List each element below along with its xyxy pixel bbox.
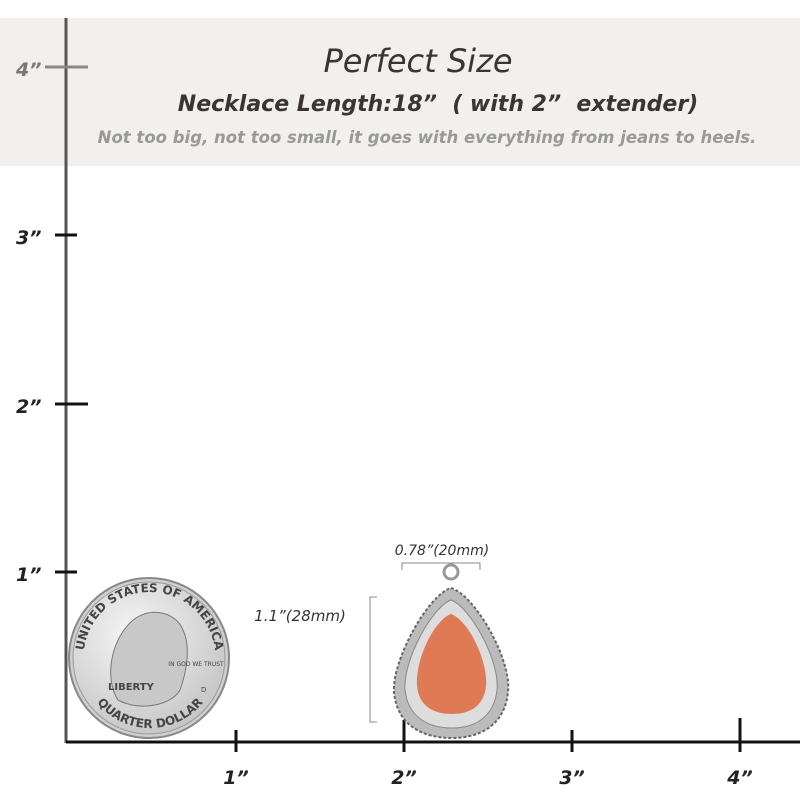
pendant-dimensions: 0.78”(20mm) 1.1”(28mm)	[254, 543, 489, 723]
tick-label: 2”	[16, 396, 41, 418]
title: Perfect Size	[323, 42, 512, 80]
tick-label: 2”	[391, 767, 416, 789]
height-label: 1.1”(28mm)	[254, 607, 346, 625]
coin-motto: IN GOD WE TRUST	[168, 661, 224, 668]
pendant	[392, 563, 510, 740]
tick-label: 1”	[223, 767, 248, 789]
tick-label: 4”	[15, 59, 41, 81]
coin: UNITED STATES OF AMERICA QUARTER DOLLAR …	[68, 577, 230, 739]
note: Not too big, not too small, it goes with…	[98, 128, 757, 147]
tick-label: 4”	[726, 767, 752, 789]
vertical-ticks: 4” 3” 2” 1”	[15, 59, 88, 586]
coin-liberty: LIBERTY	[108, 682, 155, 693]
height-bracket	[369, 596, 377, 723]
tick-label: 3”	[559, 767, 584, 789]
horizontal-ticks: 1” 2” 3” 4”	[223, 718, 753, 789]
header-band	[0, 18, 800, 166]
width-bracket	[401, 562, 481, 570]
tick-label: 1”	[16, 564, 41, 586]
tick-label: 3”	[16, 227, 41, 249]
subtitle: Necklace Length:18” ( with 2” extender)	[178, 92, 698, 117]
coin-mint: D	[201, 686, 206, 694]
width-label: 0.78”(20mm)	[395, 543, 489, 559]
